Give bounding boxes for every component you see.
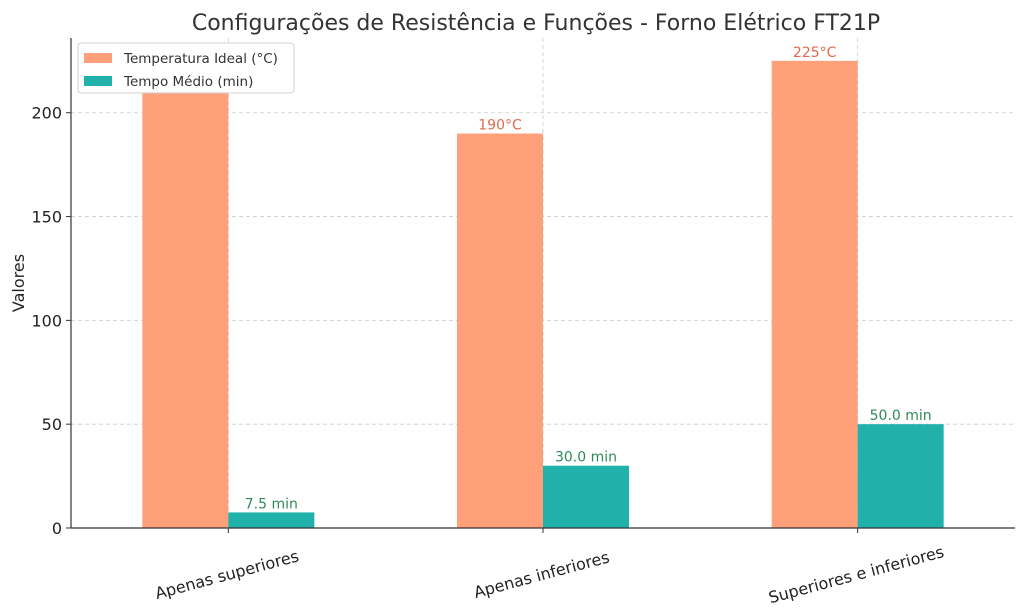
y-tick-label: 200 <box>31 104 62 123</box>
data-label: 225°C <box>793 45 837 61</box>
legend-label: Tempo Médio (min) <box>123 74 253 90</box>
data-label: 190°C <box>478 118 522 134</box>
y-tick-label: 50 <box>42 415 62 434</box>
y-axis-label: Valores <box>9 254 28 312</box>
bar <box>228 512 315 528</box>
bar <box>142 91 229 529</box>
chart-title: Configurações de Resistência e Funções -… <box>192 11 880 36</box>
y-tick-label: 0 <box>52 519 62 538</box>
x-tick-label: Apenas inferiores <box>472 547 612 601</box>
bar <box>857 424 944 528</box>
legend-swatch <box>84 53 112 63</box>
bar <box>771 60 858 528</box>
legend-box <box>77 42 295 94</box>
legend-label: Temperatura Ideal (°C) <box>123 51 278 67</box>
legend: Temperatura Ideal (°C) Tempo Médio (min) <box>77 42 295 94</box>
legend-swatch <box>84 76 112 86</box>
bar <box>543 465 629 528</box>
y-tick-label: 150 <box>31 208 62 227</box>
x-tick-label: Apenas superiores <box>153 546 301 603</box>
data-label: 30.0 min <box>555 450 617 466</box>
data-label: 7.5 min <box>245 496 298 512</box>
data-label: 50.0 min <box>870 408 932 424</box>
x-tick-label: Superiores e inferiores <box>766 542 946 607</box>
bars-layer <box>142 60 944 529</box>
y-tick-label: 100 <box>31 311 62 330</box>
bar <box>457 133 543 528</box>
data-labels-layer: 190°C 225°C 7.5 min 30.0 min 50.0 min <box>245 45 932 513</box>
